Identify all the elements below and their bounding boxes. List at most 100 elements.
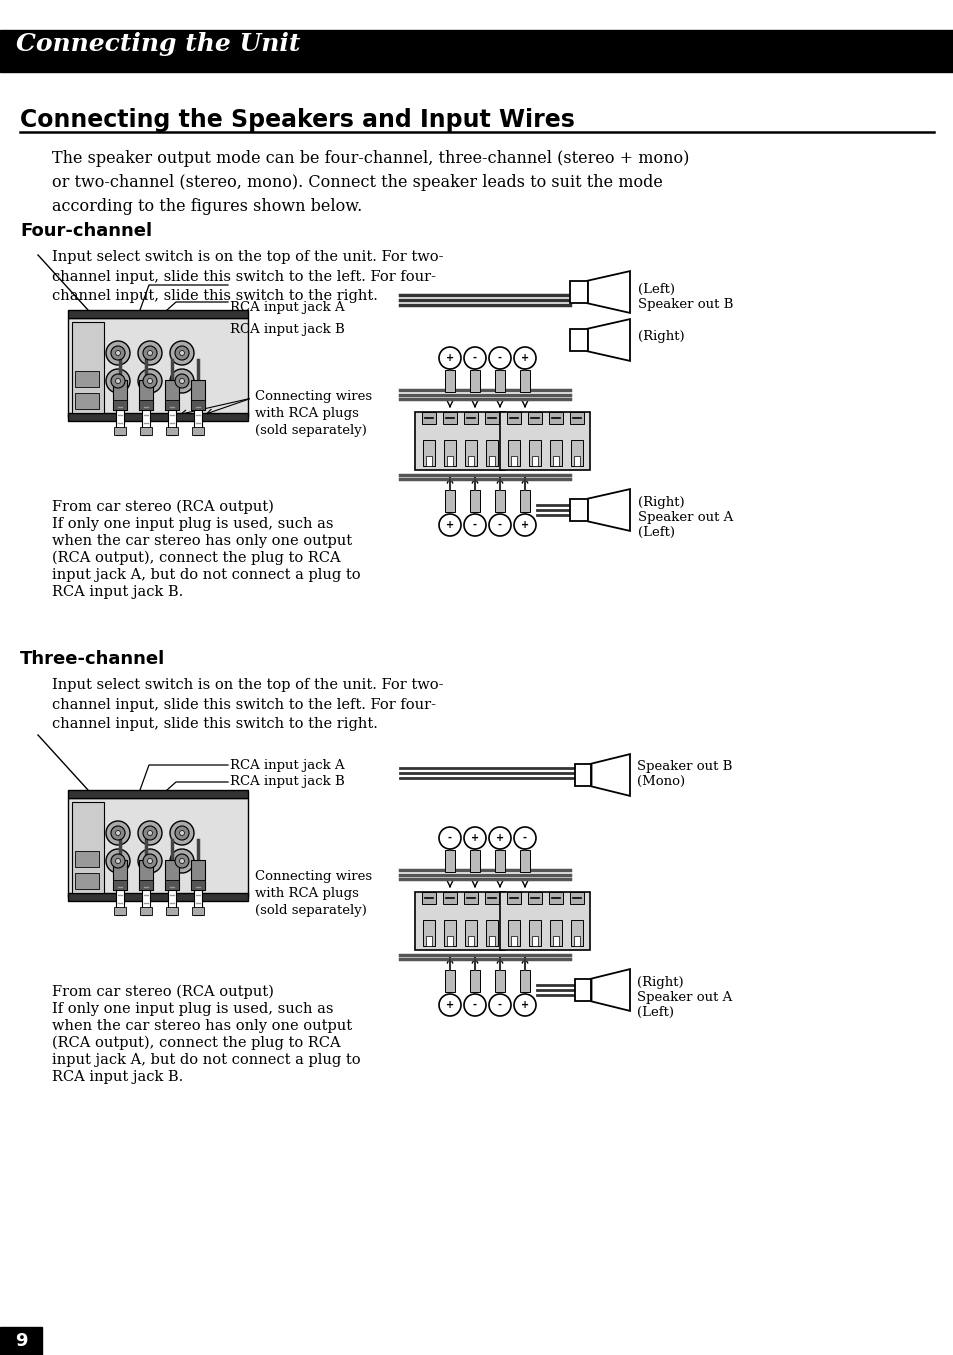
Bar [527,892,541,904]
Bar [165,860,179,890]
Bar [470,850,479,873]
Bar [499,892,589,950]
Bar [553,457,558,466]
Text: Speaker out A: Speaker out A [637,991,732,1004]
Circle shape [438,347,460,369]
Circle shape [115,831,120,836]
Text: If only one input plug is used, such as: If only one input plug is used, such as [52,518,334,531]
Text: (Right): (Right) [638,331,684,343]
Bar [529,440,540,466]
Circle shape [514,995,536,1016]
Bar [574,457,579,466]
Bar [468,457,474,466]
Circle shape [115,378,120,383]
Bar [511,457,517,466]
Bar [165,400,179,411]
Bar [0,30,953,72]
Text: Speaker out B: Speaker out B [637,760,732,772]
Bar [569,412,583,424]
Bar [442,892,456,904]
Bar [470,970,479,992]
Bar [470,370,479,392]
Bar [444,370,455,392]
Bar [495,850,504,873]
Text: (Right): (Right) [637,976,683,989]
Text: -: - [497,520,501,530]
Bar [113,906,126,915]
Text: +: + [520,354,529,363]
Circle shape [143,854,157,869]
Bar [191,400,205,411]
Bar [421,892,436,904]
Bar [444,491,455,512]
Circle shape [106,821,130,846]
Bar [113,427,126,435]
Circle shape [438,995,460,1016]
Text: -: - [473,354,476,363]
Bar [168,890,175,915]
Bar [464,440,476,466]
Text: Input select switch is on the top of the unit. For two-
channel input, slide thi: Input select switch is on the top of the… [52,251,443,304]
Bar [415,892,504,950]
Text: Speaker out B: Speaker out B [638,298,733,312]
Text: If only one input plug is used, such as: If only one input plug is used, such as [52,1001,334,1016]
Circle shape [174,374,189,388]
Bar [71,802,104,893]
Circle shape [148,351,152,355]
Bar [506,412,520,424]
Circle shape [138,850,162,873]
Text: +: + [496,833,503,843]
Bar [519,491,530,512]
Circle shape [174,854,189,869]
Bar [116,411,124,435]
Bar [415,412,504,470]
Polygon shape [591,755,629,795]
Bar [484,412,498,424]
Polygon shape [587,271,629,313]
Circle shape [463,995,485,1016]
Text: The speaker output mode can be four-channel, three-channel (stereo + mono)
or tw: The speaker output mode can be four-chan… [52,150,689,215]
Circle shape [463,347,485,369]
Text: +: + [520,1000,529,1009]
Bar [139,860,152,890]
Text: From car stereo (RCA output): From car stereo (RCA output) [52,500,274,515]
Bar [191,879,205,890]
Circle shape [115,351,120,355]
Circle shape [143,374,157,388]
Text: (Left): (Left) [637,1005,673,1019]
Bar [574,936,579,946]
Bar [112,400,127,411]
Bar [112,879,127,890]
Text: input jack A, but do not connect a plug to: input jack A, but do not connect a plug … [52,568,360,583]
Bar [550,440,561,466]
Bar [68,893,248,901]
Bar [443,920,456,946]
Bar [575,978,591,1001]
Bar [165,379,179,411]
Text: +: + [520,520,529,530]
Bar [529,920,540,946]
Bar [443,440,456,466]
Bar [507,440,519,466]
Bar [192,906,204,915]
Bar [142,890,150,915]
Bar [468,936,474,946]
Text: when the car stereo has only one output: when the car stereo has only one output [52,1019,352,1033]
Circle shape [138,341,162,364]
Circle shape [489,514,511,537]
Bar [166,906,178,915]
Bar [447,936,453,946]
Text: -: - [473,520,476,530]
Bar [464,920,476,946]
Bar [191,379,205,411]
Text: +: + [471,833,478,843]
Bar [470,491,479,512]
Circle shape [106,341,130,364]
Bar [511,936,517,946]
Text: Connecting the Unit: Connecting the Unit [16,33,300,56]
Bar [168,411,175,435]
Polygon shape [587,489,629,531]
Circle shape [489,995,511,1016]
Text: (Left): (Left) [638,526,675,539]
Text: RCA input jack B.: RCA input jack B. [52,1070,183,1084]
